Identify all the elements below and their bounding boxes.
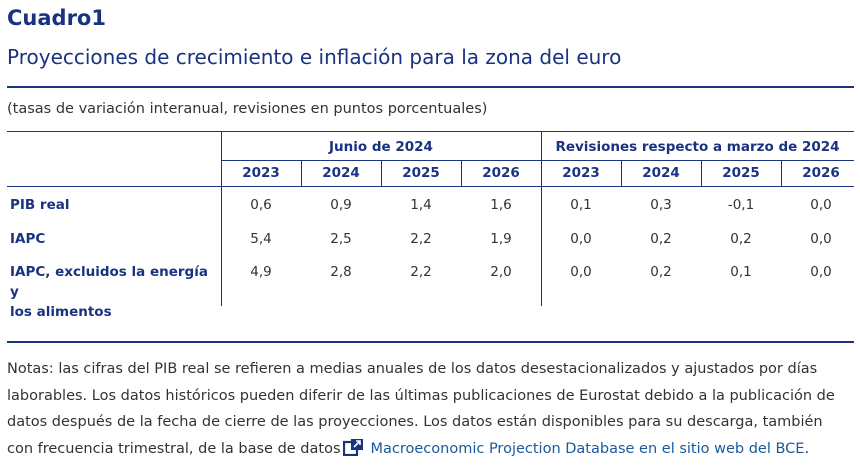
row-label-iapc: IAPC: [10, 231, 46, 247]
year-sep: [781, 160, 782, 186]
notes-line: Notas: las cifras del PIB real se refier…: [7, 361, 818, 377]
table-cell: 1,4: [410, 197, 432, 213]
table-top-rule: [7, 131, 854, 132]
row-label-iapc-core: IAPC, excluidos la energía y los aliment…: [10, 262, 220, 322]
year-header: 2023: [242, 165, 280, 181]
table-cell: 0,0: [810, 264, 832, 280]
table-cell: -0,1: [727, 197, 755, 213]
table-cell: 2,2: [410, 264, 432, 280]
table-cell: 0,0: [570, 264, 592, 280]
header-bottom-rule: [7, 186, 854, 187]
table-cell: 0,6: [250, 197, 272, 213]
table-cell: 1,9: [490, 231, 512, 247]
external-link-icon[interactable]: [342, 438, 365, 456]
table-cell: 0,1: [730, 264, 752, 280]
year-sep: [381, 160, 382, 186]
table-cell: 0,2: [730, 231, 752, 247]
notes-last-prefix: con frecuencia trimestral, de la base de…: [7, 440, 341, 457]
table-cell: 0,9: [330, 197, 352, 213]
table-cell: 4,9: [250, 264, 272, 280]
row-label-pib-real: PIB real: [10, 197, 70, 213]
year-header: 2025: [402, 165, 440, 181]
table-cell: 5,4: [250, 231, 272, 247]
year-header: 2024: [642, 165, 680, 181]
year-header: 2026: [482, 165, 520, 181]
units-note: (tasas de variación interanual, revision…: [7, 101, 488, 117]
year-header: 2026: [802, 165, 840, 181]
notes-last-suffix: .: [804, 440, 810, 457]
year-header: 2024: [322, 165, 360, 181]
column-divider: [221, 131, 222, 306]
year-header: 2025: [722, 165, 760, 181]
title-rule: [7, 86, 854, 88]
row-label-line: los alimentos: [10, 304, 112, 320]
table-cell: 0,0: [810, 197, 832, 213]
table-title: Cuadro1: [7, 6, 106, 30]
table-cell: 2,2: [410, 231, 432, 247]
table-cell: 2,0: [490, 264, 512, 280]
group-header-june-2024: Junio de 2024: [329, 139, 433, 155]
year-header: 2023: [562, 165, 600, 181]
year-sep: [301, 160, 302, 186]
year-sep: [701, 160, 702, 186]
projection-database-link[interactable]: Macroeconomic Projection Database en el …: [370, 440, 805, 457]
table-bottom-rule: [7, 341, 854, 343]
table-cell: 0,0: [570, 231, 592, 247]
notes: Notas: las cifras del PIB real se refier…: [7, 356, 857, 462]
header-sub-rule: [221, 160, 854, 161]
table-cell: 2,8: [330, 264, 352, 280]
table-cell: 1,6: [490, 197, 512, 213]
table-cell: 0,2: [650, 264, 672, 280]
group-header-revisions: Revisiones respecto a marzo de 2024: [555, 139, 840, 155]
table-cell: 0,2: [650, 231, 672, 247]
table-subtitle: Proyecciones de crecimiento e inflación …: [7, 45, 622, 69]
row-label-line: IAPC, excluidos la energía y: [10, 264, 208, 300]
table-cell: 2,5: [330, 231, 352, 247]
notes-line: laborables. Los datos históricos pueden …: [7, 387, 835, 404]
year-sep: [621, 160, 622, 186]
year-sep: [461, 160, 462, 186]
table-cell: 0,3: [650, 197, 672, 213]
notes-line-last: con frecuencia trimestral, de la base de…: [7, 436, 857, 463]
table-cell: 0,1: [570, 197, 592, 213]
notes-line: datos después de la fecha de cierre de l…: [7, 414, 823, 430]
table-cell: 0,0: [810, 231, 832, 247]
group-divider: [541, 131, 542, 306]
